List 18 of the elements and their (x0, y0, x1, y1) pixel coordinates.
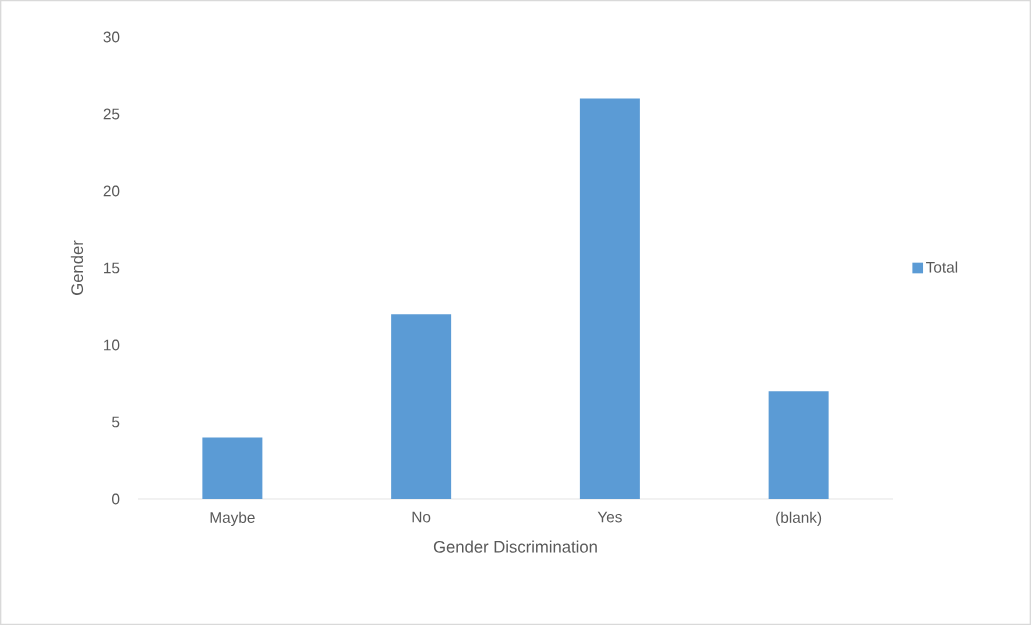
y-tick-label: 25 (103, 108, 120, 120)
y-tick-label: 30 (103, 31, 120, 43)
x-tick-label: No (412, 511, 431, 523)
y-tick-label: 20 (103, 185, 120, 197)
y-tick-label: 5 (112, 416, 120, 428)
y-tick-label: 15 (104, 262, 120, 274)
x-tick-label: (blank) (776, 511, 822, 526)
x-tick-label: Maybe (210, 511, 255, 526)
bar (579, 98, 640, 499)
bar (768, 391, 829, 499)
bar (391, 314, 452, 499)
legend-label: Total (926, 261, 958, 273)
x-axis-title: Gender Discrimination (433, 540, 597, 553)
y-tick-label: 10 (104, 339, 120, 351)
y-axis-title: Gender (70, 240, 84, 295)
bar (202, 437, 263, 499)
y-tick-label: 0 (112, 493, 120, 505)
x-tick-label: Yes (597, 511, 622, 523)
